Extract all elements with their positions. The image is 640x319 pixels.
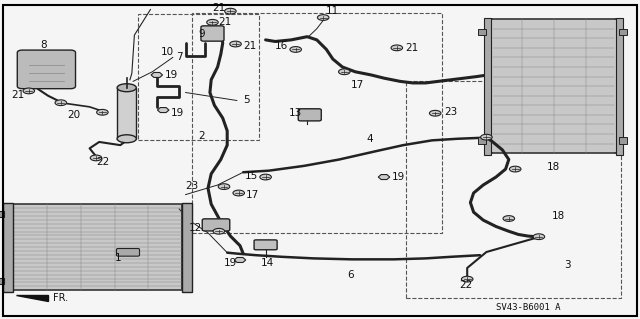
Bar [192,13,442,233]
Text: 18: 18 [552,211,564,221]
Circle shape [533,234,545,240]
Bar [619,29,627,35]
Circle shape [429,110,441,116]
Text: 12: 12 [189,223,202,233]
Circle shape [207,19,218,25]
Bar [484,18,491,155]
Circle shape [233,190,244,196]
Text: 21: 21 [212,3,225,13]
Text: FR.: FR. [53,293,68,303]
Circle shape [230,41,241,47]
Text: 5: 5 [243,95,250,106]
FancyBboxPatch shape [116,249,140,256]
Circle shape [391,45,403,51]
Circle shape [290,47,301,52]
Text: 2: 2 [198,130,205,141]
Text: 13: 13 [289,108,302,118]
Circle shape [317,15,329,20]
Circle shape [461,276,473,282]
Polygon shape [157,108,169,113]
Text: 23: 23 [186,181,198,191]
Text: 19: 19 [172,108,184,118]
Text: 19: 19 [165,70,178,80]
Text: 22: 22 [96,157,109,167]
Circle shape [90,155,102,161]
Bar [117,88,136,139]
Circle shape [97,109,108,115]
Text: 1: 1 [115,253,122,263]
Text: 20: 20 [67,110,80,121]
Text: 7: 7 [176,52,182,63]
Text: 11: 11 [326,5,339,16]
Bar [490,19,618,153]
Text: 9: 9 [198,29,205,40]
Text: 16: 16 [275,41,288,51]
FancyBboxPatch shape [298,109,321,121]
Bar [0,278,4,284]
Text: 21: 21 [406,43,419,54]
Text: 15: 15 [245,171,258,182]
Text: 17: 17 [246,189,259,200]
Circle shape [503,216,515,221]
Text: 18: 18 [547,162,560,172]
Circle shape [218,184,230,189]
Text: 3: 3 [564,260,571,270]
Bar [13,204,182,290]
Ellipse shape [117,84,136,92]
Text: 8: 8 [40,40,47,50]
Bar [616,18,623,155]
Polygon shape [151,72,163,78]
Text: 21: 21 [219,17,232,27]
Text: 10: 10 [161,47,174,57]
Text: 22: 22 [460,279,472,290]
Circle shape [509,166,521,172]
Bar [138,14,259,140]
Text: 19: 19 [392,172,404,182]
Text: 14: 14 [261,258,274,268]
Bar [478,137,486,144]
Text: SV43-B6001 A: SV43-B6001 A [496,303,560,312]
Bar [406,81,621,298]
Ellipse shape [117,135,136,143]
FancyBboxPatch shape [17,50,76,89]
FancyBboxPatch shape [201,26,224,41]
Polygon shape [378,174,390,180]
Text: 21: 21 [12,90,24,100]
Circle shape [225,8,236,14]
Circle shape [260,174,271,180]
Circle shape [23,88,35,94]
Bar [3,203,13,292]
Text: 19: 19 [224,258,237,268]
Bar [182,203,192,292]
Circle shape [55,100,67,106]
FancyBboxPatch shape [202,219,230,231]
Bar [478,29,486,35]
Polygon shape [16,295,48,301]
Text: 6: 6 [348,270,354,280]
Circle shape [339,69,350,75]
Text: 4: 4 [367,134,373,144]
Bar [619,137,627,144]
Circle shape [481,134,492,140]
Circle shape [213,228,225,234]
Text: 21: 21 [243,41,256,51]
Text: 23: 23 [445,107,458,117]
FancyBboxPatch shape [254,240,277,250]
Polygon shape [234,257,246,263]
Text: 17: 17 [351,80,364,91]
Bar [0,211,4,217]
